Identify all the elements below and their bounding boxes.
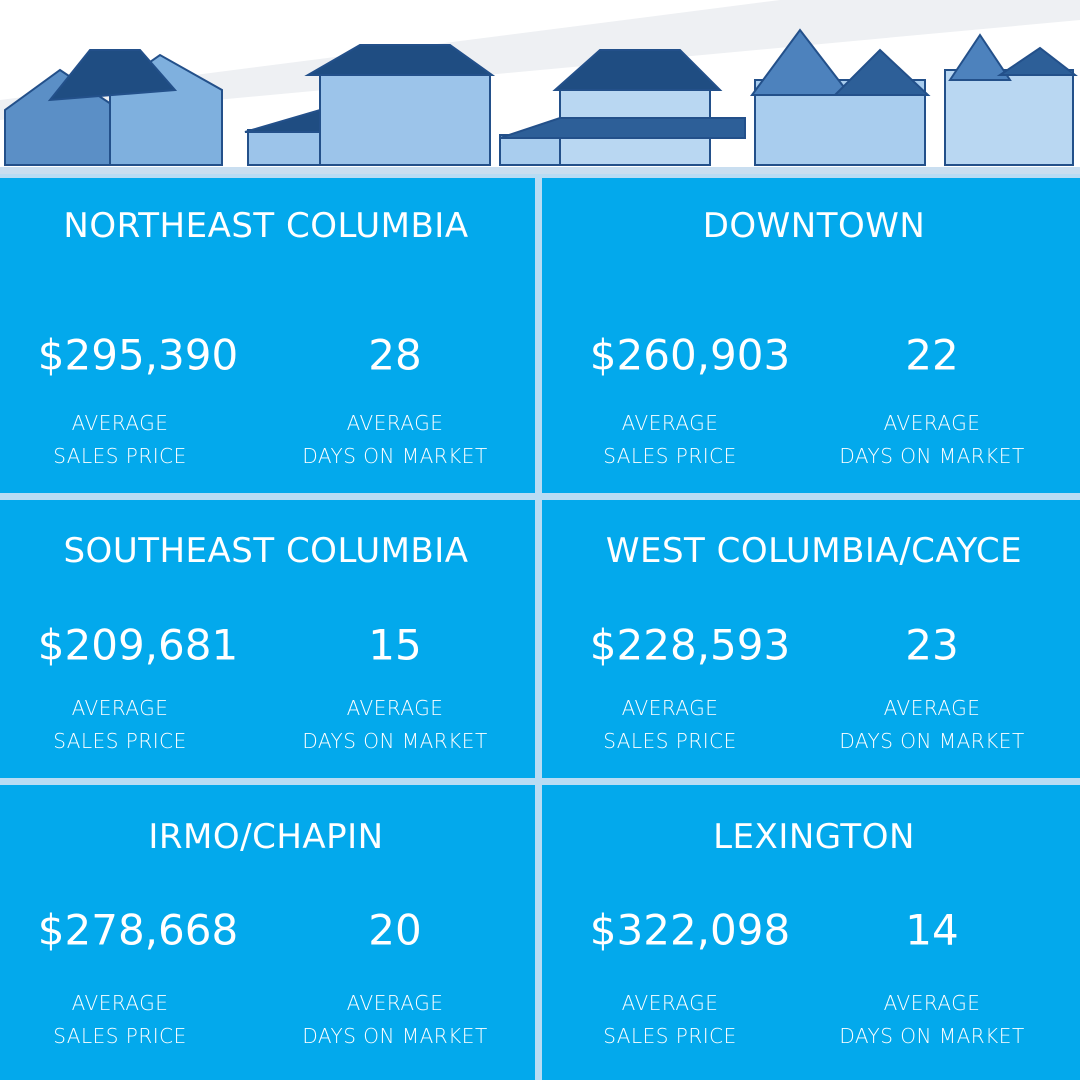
average-price: $322,098 <box>589 905 791 955</box>
days-on-market: 22 <box>905 330 959 380</box>
days-label: DAYS ON MARKET <box>839 1024 1025 1048</box>
region-card <box>542 500 1080 778</box>
days-label: DAYS ON MARKET <box>302 444 488 468</box>
price-label: AVERAGE <box>71 411 169 435</box>
region-card <box>542 178 1080 493</box>
price-label: AVERAGE <box>71 991 169 1015</box>
price-label: SALES PRICE <box>53 729 187 753</box>
days-label: AVERAGE <box>883 696 981 720</box>
region-name: NORTHEAST COLUMBIA <box>63 206 469 246</box>
price-label: SALES PRICE <box>603 1024 737 1048</box>
average-price: $260,903 <box>589 330 791 380</box>
region-name: SOUTHEAST COLUMBIA <box>63 531 469 571</box>
price-label: AVERAGE <box>621 696 719 720</box>
price-label: AVERAGE <box>621 411 719 435</box>
days-on-market: 15 <box>368 620 422 670</box>
region-card <box>0 785 535 1080</box>
houses-banner <box>0 0 1080 174</box>
days-on-market: 20 <box>368 905 422 955</box>
days-on-market: 14 <box>905 905 959 955</box>
days-label: AVERAGE <box>346 696 444 720</box>
days-label: DAYS ON MARKET <box>839 729 1025 753</box>
average-price: $278,668 <box>37 905 239 955</box>
days-label: AVERAGE <box>346 411 444 435</box>
price-label: SALES PRICE <box>603 444 737 468</box>
days-label: AVERAGE <box>883 991 981 1015</box>
price-label: SALES PRICE <box>53 1024 187 1048</box>
region-card <box>0 178 535 493</box>
days-label: DAYS ON MARKET <box>302 729 488 753</box>
price-label: SALES PRICE <box>53 444 187 468</box>
region-card <box>0 500 535 778</box>
average-price: $209,681 <box>37 620 239 670</box>
price-label: AVERAGE <box>71 696 169 720</box>
region-name: DOWNTOWN <box>702 206 926 246</box>
price-label: SALES PRICE <box>603 729 737 753</box>
days-label: DAYS ON MARKET <box>839 444 1025 468</box>
region-name: LEXINGTON <box>713 817 915 857</box>
days-label: AVERAGE <box>883 411 981 435</box>
average-price: $295,390 <box>37 330 239 380</box>
region-name: WEST COLUMBIA/CAYCE <box>605 531 1023 571</box>
days-on-market: 28 <box>368 330 422 380</box>
region-name: IRMO/CHAPIN <box>148 817 384 857</box>
price-label: AVERAGE <box>621 991 719 1015</box>
average-price: $228,593 <box>589 620 791 670</box>
region-card <box>542 785 1080 1080</box>
days-on-market: 23 <box>905 620 959 670</box>
days-label: DAYS ON MARKET <box>302 1024 488 1048</box>
days-label: AVERAGE <box>346 991 444 1015</box>
